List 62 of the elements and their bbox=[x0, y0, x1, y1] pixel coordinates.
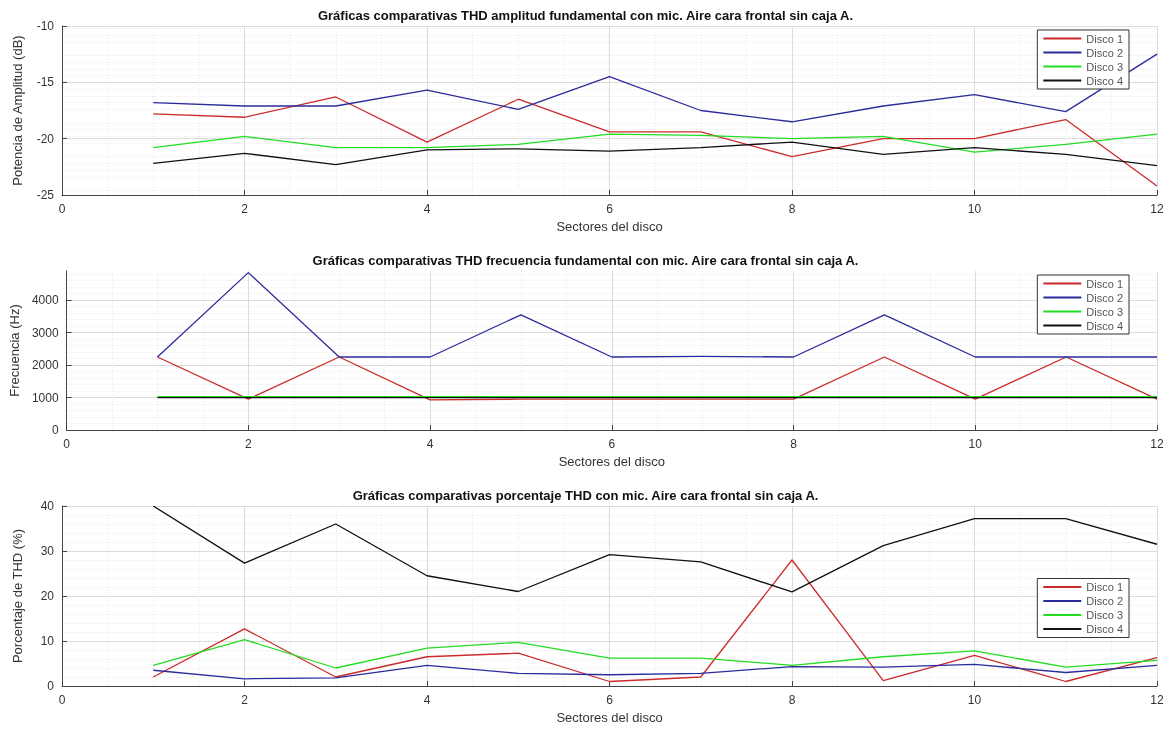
line-series bbox=[152, 559, 1158, 683]
legend-label: Disco 1 bbox=[1086, 277, 1124, 290]
line-series bbox=[152, 639, 1158, 669]
y-tick-label: 3000 bbox=[31, 325, 59, 340]
y-tick-label: 10 bbox=[40, 634, 55, 648]
x-tick-label: 6 bbox=[606, 202, 614, 216]
y-tick-label: 0 bbox=[47, 679, 55, 693]
y-tick-label: -10 bbox=[36, 19, 55, 33]
x-tick-label: 2 bbox=[241, 202, 249, 216]
y-tick-label: 4000 bbox=[31, 293, 59, 308]
x-tick-label: 10 bbox=[967, 202, 982, 216]
x-tick-label: 2 bbox=[241, 693, 249, 707]
legend-label: Disco 4 bbox=[1086, 319, 1124, 332]
x-axis-title: Sectores del disco bbox=[558, 453, 665, 469]
x-tick-label: 12 bbox=[1150, 693, 1164, 707]
legend-label: Disco 2 bbox=[1086, 46, 1124, 59]
legend-label: Disco 4 bbox=[1086, 623, 1124, 635]
x-tick-label: 12 bbox=[1150, 437, 1164, 451]
legend-label: Disco 1 bbox=[1086, 581, 1124, 593]
line-series bbox=[152, 663, 1158, 680]
y-tick-label: -20 bbox=[36, 131, 55, 146]
line-series bbox=[152, 141, 1158, 167]
y-tick-label: 2000 bbox=[31, 358, 59, 373]
x-tick-label: 8 bbox=[788, 693, 796, 707]
y-tick-label: -15 bbox=[36, 75, 55, 90]
line-series bbox=[152, 96, 1158, 187]
x-tick-label: 4 bbox=[423, 202, 431, 216]
legend-label: Disco 3 bbox=[1086, 305, 1124, 318]
line-series bbox=[156, 271, 1158, 358]
x-tick-label: 6 bbox=[608, 437, 616, 451]
y-tick-label: -25 bbox=[36, 188, 55, 202]
y-tick-label: 1000 bbox=[31, 390, 59, 405]
x-tick-label: 0 bbox=[63, 437, 71, 451]
line-series bbox=[152, 133, 1158, 153]
x-tick-label: 4 bbox=[426, 437, 434, 451]
y-tick-label: 20 bbox=[40, 589, 55, 603]
y-tick-label: 0 bbox=[51, 423, 59, 437]
x-tick-label: 10 bbox=[968, 437, 983, 451]
legend-label: Disco 3 bbox=[1086, 60, 1124, 73]
y-axis-title: Porcentaje de THD (%) bbox=[10, 528, 25, 664]
x-tick-label: 6 bbox=[606, 693, 614, 707]
line-series bbox=[152, 505, 1158, 593]
legend-label: Disco 2 bbox=[1086, 595, 1124, 607]
legend-label: Disco 4 bbox=[1086, 74, 1124, 87]
x-tick-label: 8 bbox=[788, 202, 796, 216]
y-axis-title: Potencia de Amplitud (dB) bbox=[10, 35, 25, 186]
x-axis-title: Sectores del disco bbox=[556, 218, 663, 234]
legend-label: Disco 2 bbox=[1086, 291, 1124, 304]
x-tick-label: 2 bbox=[244, 437, 252, 451]
chart-title: Gráficas comparativas THD amplitud fundamental con mic. Aire cara frontal sin caja A. bbox=[317, 8, 854, 23]
chart-title: Gráficas comparativas THD frecuencia fundamental con mic. Aire cara frontal sin caja A. bbox=[312, 253, 859, 268]
x-axis-title: Sectores del disco bbox=[556, 709, 663, 725]
x-tick-label: 4 bbox=[423, 693, 431, 707]
chart-title: Gráficas comparativas porcentaje THD con mic. Aire cara frontal sin caja A. bbox=[352, 488, 819, 503]
x-tick-label: 10 bbox=[967, 693, 982, 707]
legend-label: Disco 1 bbox=[1086, 32, 1124, 45]
x-tick-label: 8 bbox=[790, 437, 798, 451]
y-tick-label: 40 bbox=[40, 499, 55, 513]
x-tick-label: 12 bbox=[1150, 202, 1164, 216]
y-tick-label: 30 bbox=[40, 544, 55, 558]
legend-label: Disco 3 bbox=[1086, 609, 1124, 621]
y-axis-title: Frecuencia (Hz) bbox=[7, 304, 22, 397]
